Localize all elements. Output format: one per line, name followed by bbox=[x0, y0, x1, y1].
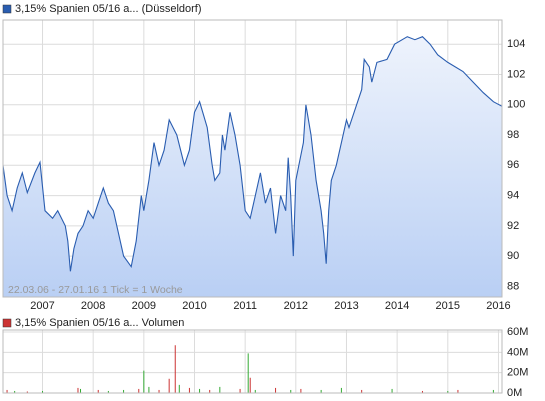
legend-label: 3,15% Spanien 05/16 a... Volumen bbox=[15, 317, 184, 329]
y-tick-label: 20M bbox=[507, 367, 528, 379]
x-tick-label: 2010 bbox=[182, 300, 206, 312]
x-tick-label: 2015 bbox=[436, 300, 460, 312]
volume-bar bbox=[42, 390, 44, 393]
volume-bar bbox=[219, 386, 221, 393]
x-tick-label: 2008 bbox=[81, 300, 105, 312]
volume-bar bbox=[361, 389, 363, 393]
y-tick-label: 96 bbox=[507, 159, 519, 171]
y-tick-label: 98 bbox=[507, 129, 519, 141]
volume-bar bbox=[320, 389, 322, 393]
volume-bar bbox=[26, 391, 28, 393]
area-fill bbox=[3, 36, 502, 297]
volume-bar bbox=[178, 384, 180, 393]
volume-bar bbox=[300, 388, 302, 393]
volume-bar bbox=[123, 389, 125, 393]
y-tick-label: 0M bbox=[507, 387, 522, 399]
volume-bar bbox=[239, 388, 241, 393]
price-line bbox=[2, 36, 503, 272]
y-tick-label: 100 bbox=[507, 99, 525, 111]
volume-bar bbox=[107, 390, 109, 393]
x-tick-label: 2007 bbox=[30, 300, 54, 312]
volume-bar bbox=[148, 386, 150, 393]
volume-bar bbox=[447, 390, 449, 393]
x-tick-label: 2016 bbox=[486, 300, 510, 312]
volume-bar bbox=[143, 370, 145, 393]
volume-bar bbox=[209, 389, 211, 393]
volume-bar bbox=[254, 389, 256, 393]
x-tick-label: 2014 bbox=[385, 300, 409, 312]
y-tick-label: 102 bbox=[507, 68, 525, 80]
legend-label: 3,15% Spanien 05/16 a... (Düsseldorf) bbox=[15, 3, 202, 15]
volume-bar bbox=[247, 353, 249, 393]
x-tick-label: 2012 bbox=[284, 300, 308, 312]
volume-bar bbox=[492, 389, 494, 393]
y-tick-label: 104 bbox=[507, 38, 525, 50]
y-tick-label: 40M bbox=[507, 346, 528, 358]
volume-bar bbox=[391, 388, 393, 393]
volume-bar bbox=[457, 389, 459, 393]
volume-bar bbox=[199, 388, 201, 393]
y-tick-label: 92 bbox=[507, 220, 519, 232]
volume-bar bbox=[421, 390, 423, 393]
volume-bar bbox=[340, 387, 342, 393]
y-tick-label: 60M bbox=[507, 326, 528, 338]
volume-bar bbox=[97, 389, 99, 393]
legend-swatch bbox=[2, 318, 12, 328]
x-tick-label: 2011 bbox=[233, 300, 257, 312]
plot-frame bbox=[2, 19, 503, 298]
volume-bar bbox=[14, 390, 16, 393]
y-tick-label: 88 bbox=[507, 280, 519, 292]
volume-bar bbox=[80, 388, 82, 393]
x-tick-label: 2013 bbox=[334, 300, 358, 312]
legend-swatch bbox=[2, 4, 12, 14]
volume-bar bbox=[77, 387, 79, 393]
volume-bar bbox=[249, 377, 251, 393]
volume-bar bbox=[275, 387, 277, 393]
volume-bar bbox=[290, 389, 292, 393]
volume-bar bbox=[188, 387, 190, 393]
y-tick-label: 90 bbox=[507, 250, 519, 262]
x-tick-label: 2009 bbox=[132, 300, 156, 312]
annotation: 22.03.06 - 27.01.16 1 Tick = 1 Woche bbox=[8, 284, 183, 296]
volume-bar bbox=[6, 389, 8, 393]
y-tick-label: 94 bbox=[507, 189, 519, 201]
volume-bar bbox=[158, 389, 160, 393]
plot-frame bbox=[2, 329, 503, 394]
volume-bar bbox=[168, 378, 170, 393]
volume-bar bbox=[174, 345, 176, 393]
volume-bar bbox=[138, 388, 140, 393]
